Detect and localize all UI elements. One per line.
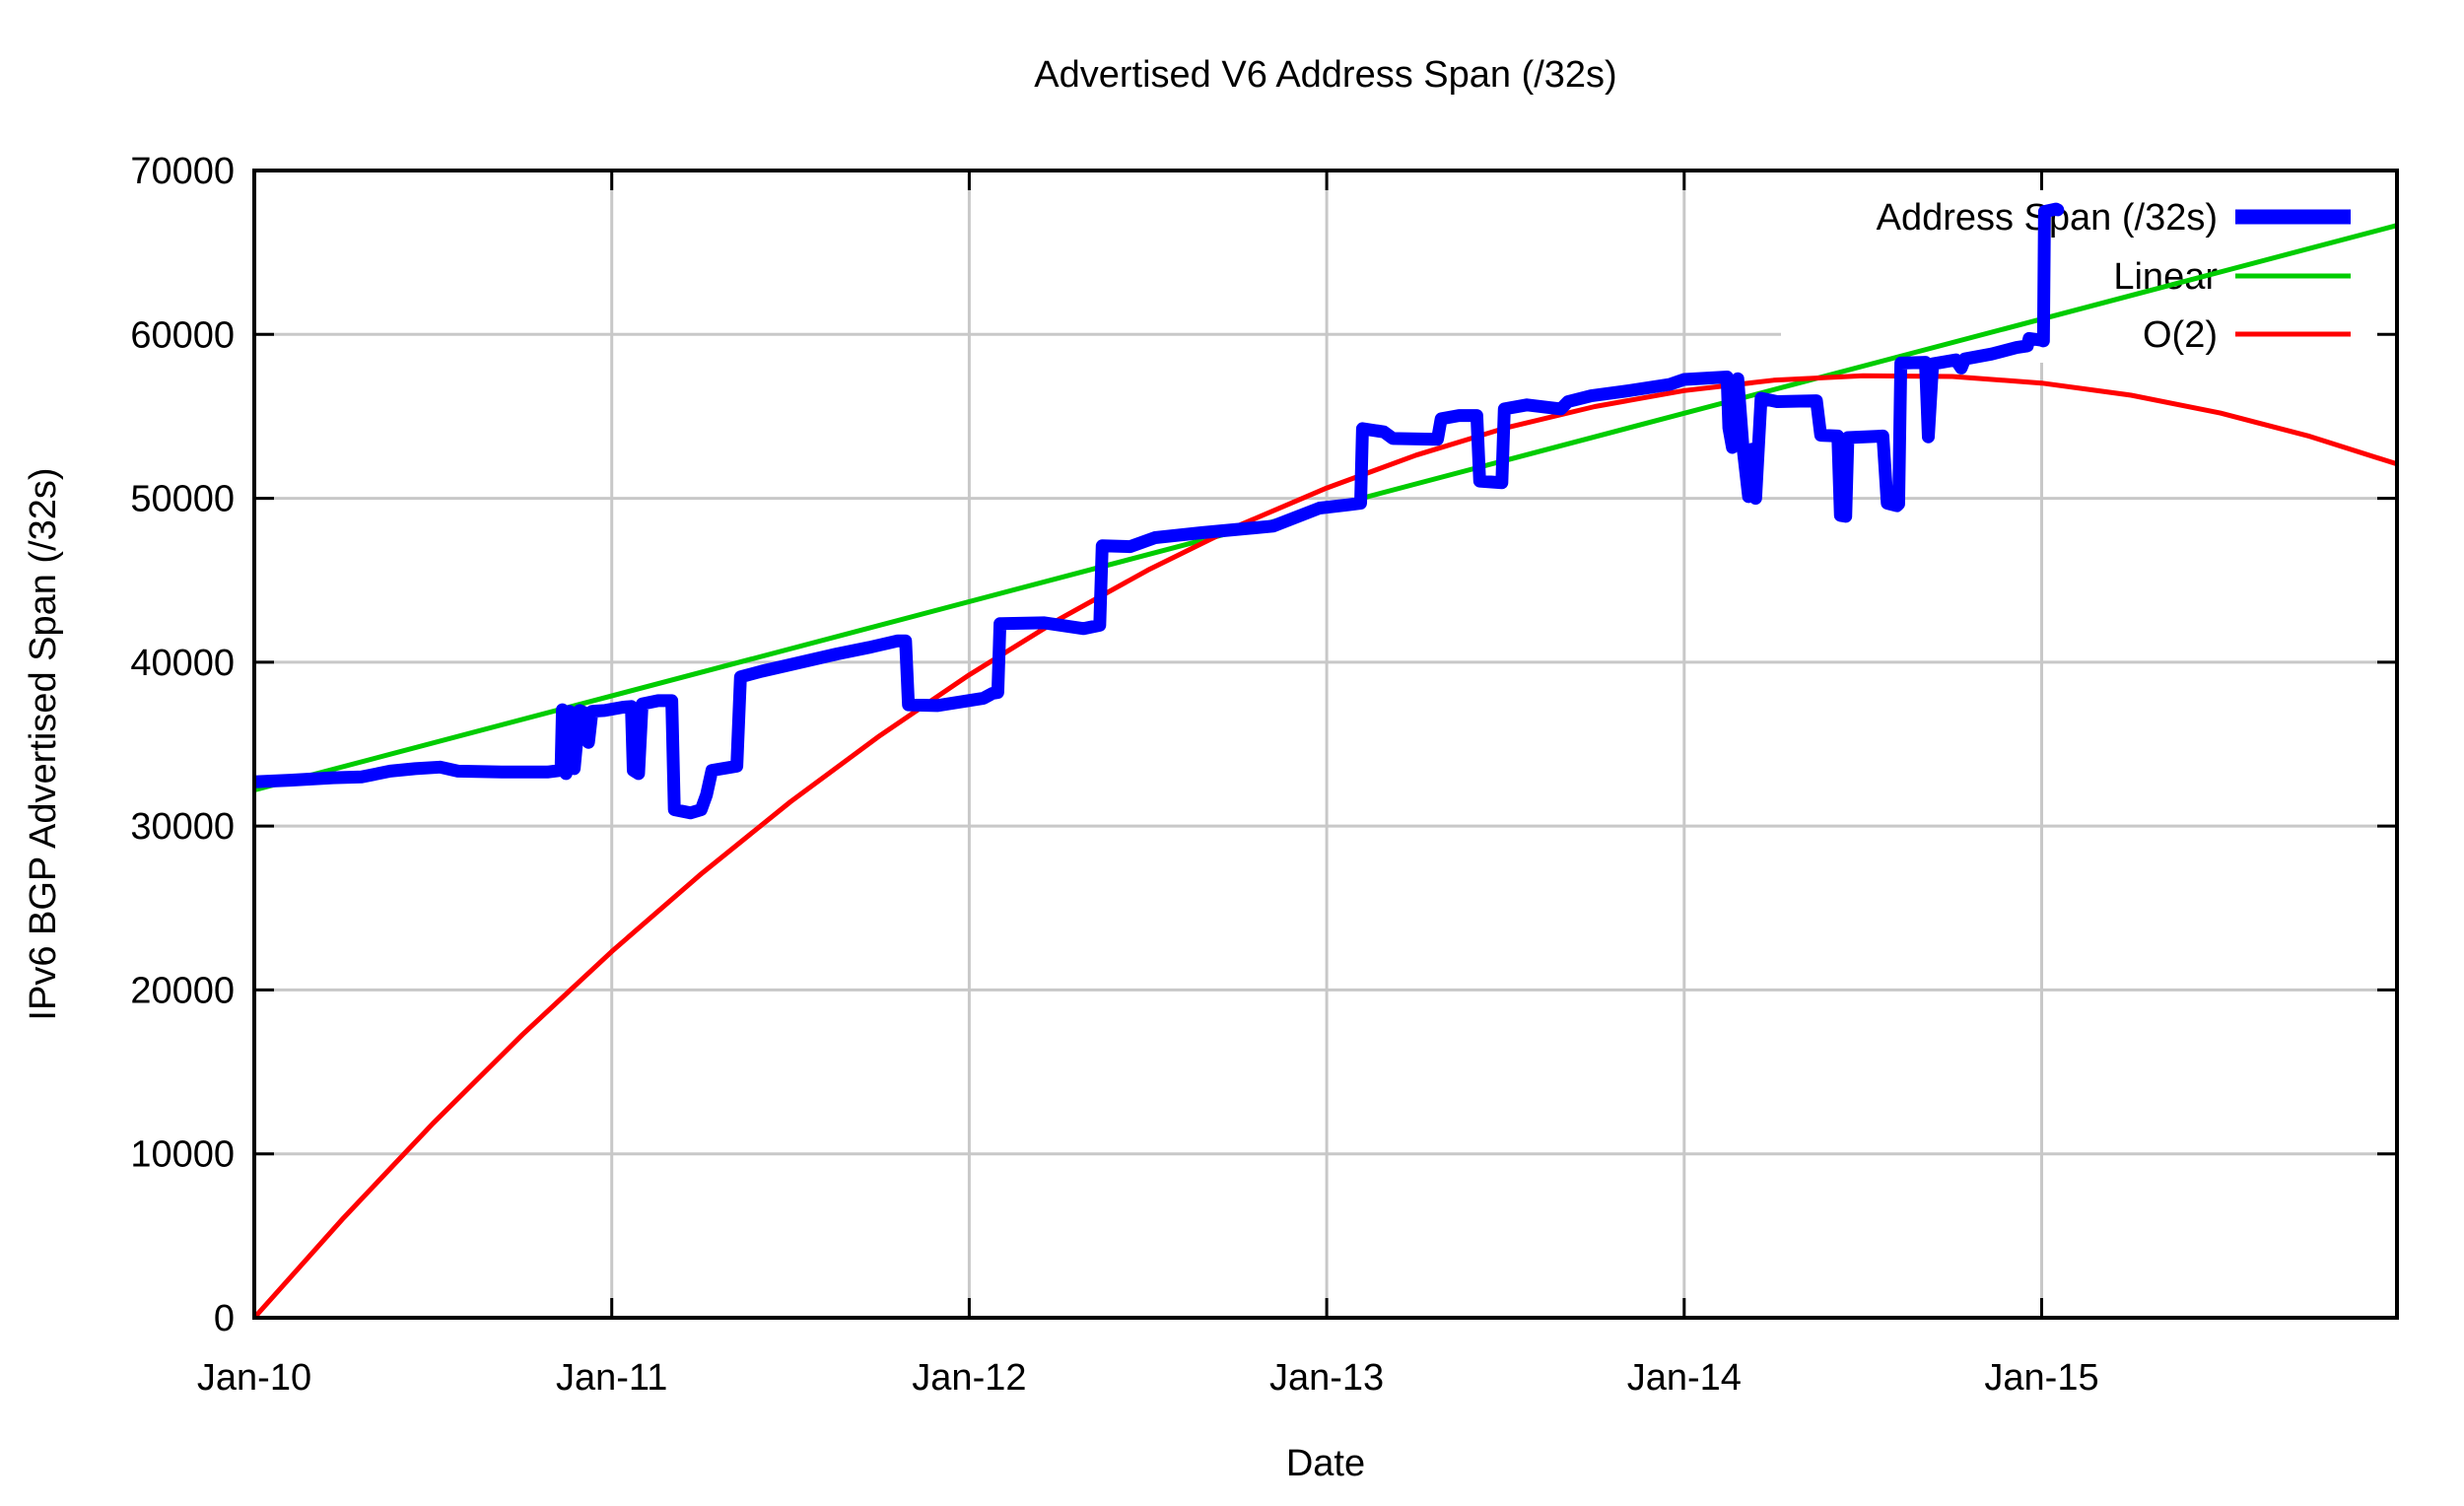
y-tick-label: 30000 — [130, 806, 235, 848]
series-o2 — [252, 373, 2399, 1320]
x-tick-label: Jan-14 — [1627, 1357, 1742, 1399]
y-tick-label: 70000 — [130, 151, 235, 192]
x-tick-label: Jan-13 — [1269, 1357, 1384, 1399]
gridlines — [254, 171, 2397, 1318]
y-tick-label: 0 — [214, 1298, 235, 1339]
y-axis-label: IPv6 BGP Advertised Span (/32s) — [23, 467, 64, 1021]
x-axis-label: Date — [1285, 1443, 1366, 1484]
series-address-span — [252, 202, 2065, 820]
tick-marks — [252, 169, 2397, 1320]
x-tick-label: Jan-12 — [912, 1357, 1026, 1399]
chart-title: Advertised V6 Address Span (/32s) — [1034, 54, 1617, 96]
y-tick-label: 40000 — [130, 643, 235, 684]
y-tick-labels: 0 10000 20000 30000 40000 50000 60000 70000 — [130, 151, 235, 1339]
x-tick-labels: Jan-10 Jan-11 Jan-12 Jan-13 Jan-14 Jan-15 — [197, 1357, 2099, 1399]
legend-label-o2: O(2) — [2143, 314, 2218, 356]
x-tick-label: Jan-11 — [556, 1357, 667, 1399]
x-tick-label: Jan-10 — [197, 1357, 311, 1399]
x-tick-label: Jan-15 — [1984, 1357, 2098, 1399]
y-tick-label: 60000 — [130, 314, 235, 356]
y-tick-label: 50000 — [130, 479, 235, 520]
y-tick-label: 10000 — [130, 1134, 235, 1176]
y-tick-label: 20000 — [130, 970, 235, 1011]
